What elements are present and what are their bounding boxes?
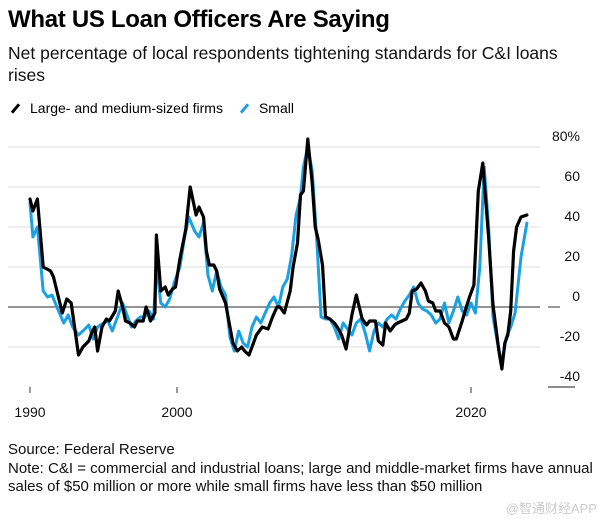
legend: Large- and medium-sized firms Small xyxy=(8,100,308,116)
y-tick-label: 60 xyxy=(564,168,580,184)
y-tick-label: -20 xyxy=(560,328,580,344)
y-tick-label: 20 xyxy=(564,248,580,264)
y-tick-label: 40 xyxy=(564,208,580,224)
legend-swatch-small xyxy=(239,102,250,114)
series-line-small xyxy=(28,145,529,365)
y-tick-label: -40 xyxy=(560,368,580,384)
note-text: Note: C&I = commercial and industrial lo… xyxy=(8,459,593,496)
x-axis: 1990 2000 2020 xyxy=(14,387,487,420)
y-tick-label: 0 xyxy=(572,288,580,304)
legend-label-small: Small xyxy=(258,100,294,116)
x-tick-label: 1990 xyxy=(14,404,45,420)
footer: Source: Federal Reserve Note: C&I = comm… xyxy=(8,441,598,497)
x-tick-label: 2000 xyxy=(161,404,192,420)
y-tick-label: 80% xyxy=(552,128,580,144)
chart-title: What US Loan Officers Are Saying xyxy=(8,6,390,33)
series-line-large-medium xyxy=(28,137,529,371)
legend-label-large: Large- and medium-sized firms xyxy=(30,100,223,116)
chart-subtitle: Net percentage of local respondents tigh… xyxy=(8,43,558,85)
y-axis: -40 -20 0 20 40 60 80% xyxy=(552,128,580,384)
watermark: @智通财经APP xyxy=(505,501,597,516)
legend-swatch-large xyxy=(10,102,21,114)
line-chart: -40 -20 0 20 40 60 80% 1990 2000 2020 xyxy=(8,128,580,420)
x-tick-label: 2020 xyxy=(455,404,486,420)
source-text: Source: Federal Reserve xyxy=(8,441,175,458)
series-lines xyxy=(28,137,529,371)
